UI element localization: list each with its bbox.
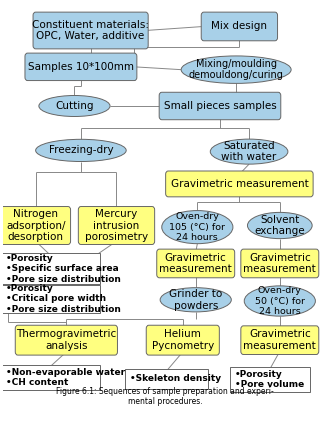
Text: Helium
Pycnometry: Helium Pycnometry [152,329,214,351]
Text: •Porosity
•Pore volume: •Porosity •Pore volume [235,370,305,389]
FancyBboxPatch shape [146,325,219,355]
Ellipse shape [210,139,288,164]
Text: Constituent materials:
OPC, Water, additive: Constituent materials: OPC, Water, addit… [32,20,149,41]
Text: Oven-dry
105 (°C) for
24 hours: Oven-dry 105 (°C) for 24 hours [169,212,225,242]
Text: Mercury
intrusion
porosimetry: Mercury intrusion porosimetry [85,209,148,242]
FancyBboxPatch shape [1,207,71,244]
Text: Figure 6.1: Sequences of sample preparation and experi-
mental procedures.: Figure 6.1: Sequences of sample preparat… [56,387,274,406]
Text: Gravimetric
measurement: Gravimetric measurement [244,252,316,274]
FancyBboxPatch shape [201,12,278,41]
FancyBboxPatch shape [0,285,100,313]
Ellipse shape [39,96,110,116]
Ellipse shape [248,212,312,238]
FancyBboxPatch shape [0,253,100,284]
Text: Samples 10*100mm: Samples 10*100mm [28,62,134,72]
FancyBboxPatch shape [230,367,310,392]
Text: Nitrogen
adsorption/
desorption: Nitrogen adsorption/ desorption [6,209,65,242]
Text: Grinder to
powders: Grinder to powders [169,289,222,311]
Ellipse shape [244,286,315,316]
Text: •Porosity
•Critical pore width
•Pore size distribution: •Porosity •Critical pore width •Pore siz… [6,284,120,314]
FancyBboxPatch shape [166,171,313,197]
FancyBboxPatch shape [25,53,137,81]
Text: Mix design: Mix design [212,21,267,31]
Ellipse shape [160,288,231,312]
Ellipse shape [162,210,233,244]
FancyBboxPatch shape [33,12,148,49]
FancyBboxPatch shape [78,207,155,244]
FancyBboxPatch shape [0,365,100,391]
Text: Mixing/moulding
demouldong/curing: Mixing/moulding demouldong/curing [189,59,283,80]
FancyBboxPatch shape [241,249,319,278]
Text: Oven-dry
50 (°C) for
24 hours: Oven-dry 50 (°C) for 24 hours [255,286,305,316]
FancyBboxPatch shape [159,92,281,120]
Text: Gravimetric
measurement: Gravimetric measurement [244,329,316,351]
Text: Freezing-dry: Freezing-dry [49,145,113,156]
Text: Small pieces samples: Small pieces samples [164,101,276,111]
Ellipse shape [181,56,291,83]
FancyBboxPatch shape [157,249,235,278]
Text: Gravimetric measurement: Gravimetric measurement [171,179,308,189]
Text: Thermogravimetric
analysis: Thermogravimetric analysis [16,329,116,351]
FancyBboxPatch shape [125,369,208,388]
Text: Cutting: Cutting [55,101,94,111]
Text: •Non-evaporable water
•CH content: •Non-evaporable water •CH content [6,368,125,388]
Text: •Porosity
•Specific surface area
•Pore size distribution: •Porosity •Specific surface area •Pore s… [6,254,120,283]
Text: Solvent
exchange: Solvent exchange [254,215,305,236]
Text: Gravimetric
measurement: Gravimetric measurement [159,252,232,274]
Ellipse shape [36,139,126,162]
FancyBboxPatch shape [241,326,319,354]
FancyBboxPatch shape [15,325,117,355]
Text: •Skeleton density: •Skeleton density [130,374,221,383]
Text: Saturated
with water: Saturated with water [221,141,277,162]
